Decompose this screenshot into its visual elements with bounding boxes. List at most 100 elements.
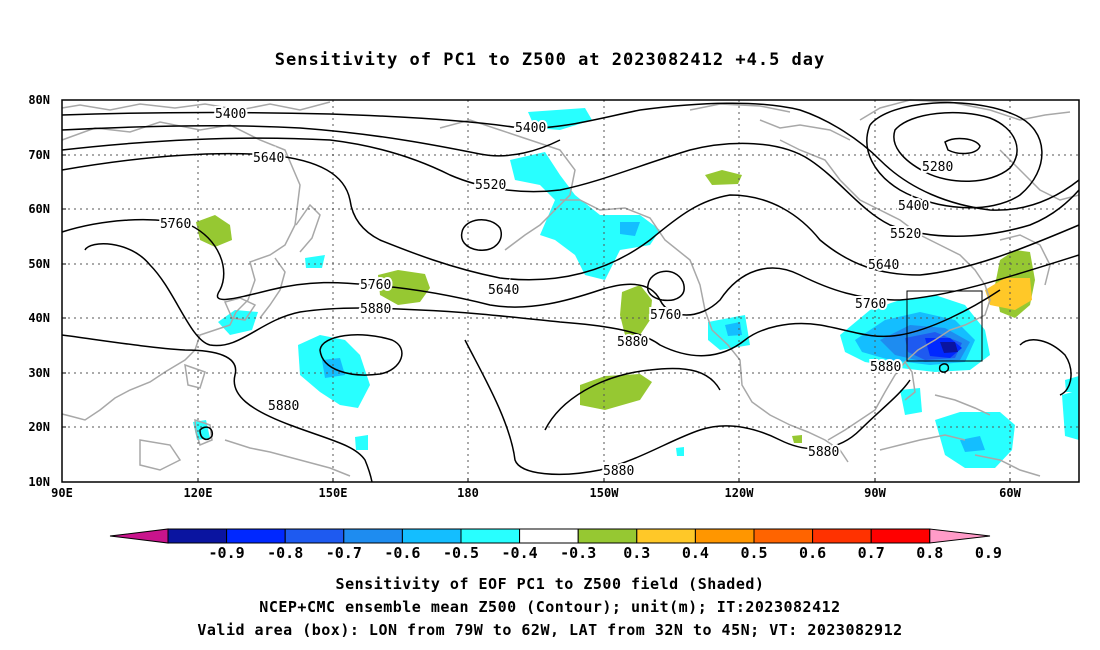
lon-tick-label: 90W (864, 486, 886, 500)
contour-label: 5760 (360, 278, 391, 293)
contour-5400-west2 (61, 125, 561, 157)
colorbar-swatch (519, 528, 579, 544)
shade-small-cyan (676, 447, 684, 456)
lat-tick-label: 20N (28, 420, 50, 434)
colorbar-label: 0.6 (799, 544, 826, 562)
contour-label: 5400 (215, 107, 246, 122)
shade-mexico-green (792, 435, 802, 443)
colorbar-high-end (929, 528, 991, 544)
colorbar-label: -0.8 (267, 544, 303, 562)
contour-5760 (61, 218, 1080, 316)
contour-label: 5640 (868, 258, 899, 273)
contour-label: 5880 (808, 445, 839, 460)
lon-tick-label: 150E (319, 486, 348, 500)
contour-5280-inner (944, 137, 981, 155)
colorbar-label: 0.3 (623, 544, 650, 562)
colorbar-swatch (753, 528, 814, 544)
colorbar-swatch (284, 528, 345, 544)
colorbar-swatch (694, 528, 755, 544)
shade-east-cyan (1062, 390, 1079, 440)
contour-label: 5760 (855, 297, 886, 312)
colorbar-label: 0.7 (858, 544, 885, 562)
contour-5880-loop (319, 334, 403, 376)
colorbar-swatch (870, 528, 931, 544)
colorbar-swatch (577, 528, 638, 544)
valid-area-box (906, 290, 983, 362)
contour-label: 5280 (922, 160, 953, 175)
contour-5520-loop (460, 219, 502, 251)
contour-label: 5880 (360, 302, 391, 317)
contour-label: 5400 (515, 121, 546, 136)
lon-tick-label: 120W (725, 486, 755, 500)
lon-tick-label: 180 (457, 486, 479, 500)
contour-5280-low (893, 111, 1018, 182)
map-title: Sensitivity of PC1 to Z500 at 2023082412… (274, 50, 826, 70)
contour-label: 5880 (617, 335, 648, 350)
colorbar-swatch (401, 528, 462, 544)
contour-label: 5520 (475, 178, 506, 193)
shade-tropatl-blue (960, 436, 985, 452)
colorbar-swatch (343, 528, 403, 544)
lon-tick-label: 120E (184, 486, 213, 500)
contour-phil-tiny (199, 426, 214, 441)
contour-5880-subtrop (464, 339, 911, 476)
colorbar-label: 0.4 (682, 544, 709, 562)
contour-label: 5880 (603, 464, 634, 479)
contour-5880-pacific (544, 367, 721, 431)
tick-marks (62, 99, 1011, 483)
plot-frame (61, 99, 1080, 483)
contour-5400-ring (866, 101, 1043, 209)
contour-5520 (61, 137, 1080, 237)
contour-label: 5880 (268, 399, 299, 414)
contour-5880-south (61, 334, 373, 483)
shade-alaska-blue (620, 222, 640, 236)
colorbar: -0.9 -0.8 -0.7 -0.6 -0.5 -0.4 -0.3 0.3 0.4 0.5 0.6… (109, 528, 1002, 562)
shade-newfoundland-yellow (985, 278, 1032, 310)
contour-atl-tiny (938, 363, 950, 373)
contour-5640 (61, 152, 1080, 281)
colorbar-swatch (167, 528, 228, 544)
shade-east-asia-green (196, 215, 232, 247)
contour-label: 5760 (650, 308, 681, 323)
colorbar-swatch (226, 528, 286, 544)
shaded-sensitivity (193, 108, 1079, 468)
colorbar-swatch (636, 528, 696, 544)
colorbar-label: 0.8 (916, 544, 943, 562)
colorbar-label: -0.5 (443, 544, 479, 562)
colorbar-label: -0.4 (502, 544, 538, 562)
colorbar-low-end (109, 528, 169, 544)
grid (62, 100, 1079, 482)
colorbar-label: 0.5 (740, 544, 767, 562)
contour-5760-ring (646, 270, 685, 302)
z500-contours (61, 101, 1080, 483)
shade-canada-green (705, 170, 742, 185)
colorbar-label: -0.3 (560, 544, 596, 562)
contour-5880-atl (1019, 339, 1072, 396)
colorbar-swatch (460, 528, 521, 544)
lon-tick-label: 150W (590, 486, 620, 500)
contour-label: 5520 (890, 227, 921, 242)
contour-labels: 5400 5400 5640 5520 5760 5760 5880 5640 … (158, 105, 955, 481)
colorbar-swatch (812, 528, 872, 544)
shade-caribbean-cyan (900, 388, 922, 415)
shade-kuril-cyan (305, 255, 325, 268)
contour-label: 5880 (870, 360, 901, 375)
colorbar-label: -0.6 (384, 544, 420, 562)
lat-tick-label: 60N (28, 202, 50, 216)
lat-tick-label: 30N (28, 366, 50, 380)
lon-tick-label: 90E (51, 486, 73, 500)
contour-label: 5760 (160, 217, 191, 232)
lat-tick-label: 70N (28, 148, 50, 162)
shade-atlantic-blue5 (940, 342, 958, 353)
colorbar-label: 0.9 (975, 544, 1002, 562)
shade-island-cyan (355, 435, 368, 450)
caption-valid-area: Valid area (box): LON from 79W to 62W, L… (197, 621, 903, 639)
lat-tick-label: 50N (28, 257, 50, 271)
caption-shaded: Sensitivity of EOF PC1 to Z500 field (Sh… (335, 575, 765, 593)
lat-labels: 80N 70N 60N 50N 40N 30N 20N 10N (28, 93, 50, 489)
shade-alaska-cyan (510, 152, 660, 280)
shade-kamchatka-green (378, 270, 430, 305)
lat-tick-label: 10N (28, 475, 50, 489)
contour-label: 5400 (898, 199, 929, 214)
